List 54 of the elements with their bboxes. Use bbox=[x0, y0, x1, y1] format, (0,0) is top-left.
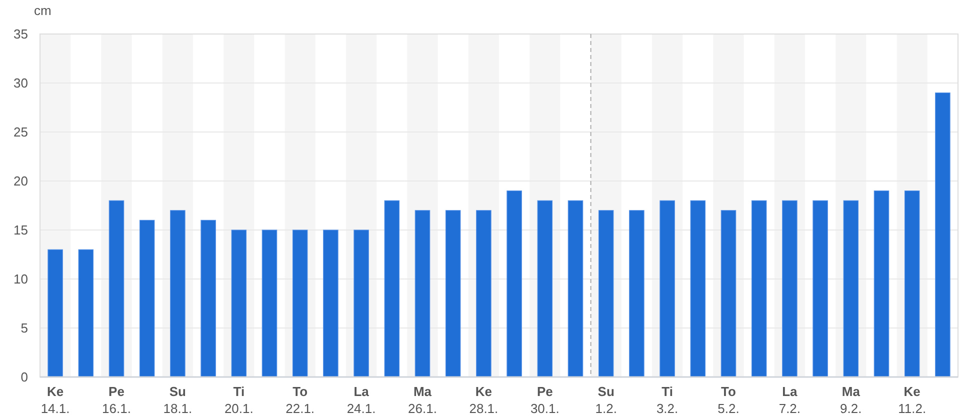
bar bbox=[568, 200, 584, 378]
x-tick-label: Pe 16.1. bbox=[102, 384, 131, 416]
y-tick-label: 5 bbox=[20, 320, 28, 336]
x-tick-label: Ma 26.1. bbox=[408, 384, 437, 416]
y-tick-label: 0 bbox=[20, 370, 28, 385]
y-tick-label: 20 bbox=[14, 174, 28, 189]
bar bbox=[874, 190, 890, 378]
bar bbox=[170, 210, 186, 378]
x-tick-label: Su 18.1. bbox=[163, 384, 192, 416]
x-tick-label: Ma 9.2. bbox=[840, 384, 862, 416]
x-tick-label: La 7.2. bbox=[778, 384, 801, 416]
bar bbox=[262, 230, 278, 378]
bar bbox=[108, 200, 124, 378]
bar bbox=[660, 200, 675, 378]
bar bbox=[323, 230, 338, 378]
x-tick-label: To 22.1. bbox=[286, 384, 315, 416]
x-tick-label: La 24.1. bbox=[346, 384, 376, 416]
x-tick-label: Ti 3.2. bbox=[656, 384, 678, 416]
bar bbox=[904, 190, 920, 378]
y-tick-label: 10 bbox=[14, 272, 28, 287]
x-tick-label: Pe 30.1. bbox=[530, 384, 560, 416]
bar bbox=[384, 200, 400, 378]
bar bbox=[200, 220, 216, 378]
bar bbox=[935, 92, 950, 378]
y-tick-label: 25 bbox=[14, 124, 28, 140]
y-axis-title: cm bbox=[34, 3, 52, 18]
y-tick-label: 15 bbox=[14, 222, 28, 238]
bar bbox=[690, 200, 706, 378]
bar bbox=[751, 200, 767, 378]
bar bbox=[537, 200, 553, 378]
bar bbox=[476, 210, 492, 378]
bar bbox=[48, 249, 63, 378]
bar bbox=[812, 200, 828, 378]
bar bbox=[354, 230, 369, 378]
bar bbox=[843, 200, 859, 378]
x-tick-label: Ke 14.1. bbox=[40, 384, 70, 416]
bar bbox=[78, 249, 94, 378]
bar bbox=[598, 210, 614, 378]
x-tick-label: Ke 11.2. bbox=[898, 384, 926, 416]
bar bbox=[231, 230, 247, 378]
x-tick-label: Ti 20.1. bbox=[224, 384, 254, 416]
x-tick-label: Ke 28.1. bbox=[469, 384, 498, 416]
bar bbox=[629, 210, 644, 378]
y-tick-label: 35 bbox=[14, 26, 28, 42]
bar bbox=[782, 200, 798, 378]
y-tick-label: 30 bbox=[14, 76, 28, 91]
bar bbox=[292, 230, 308, 378]
bar bbox=[445, 210, 461, 378]
bar bbox=[139, 220, 155, 378]
x-tick-label: To 5.2. bbox=[718, 384, 740, 416]
x-tick-label: Su 1.2. bbox=[595, 384, 617, 416]
bar bbox=[506, 190, 522, 378]
bar bbox=[414, 210, 430, 378]
bar bbox=[720, 210, 736, 378]
